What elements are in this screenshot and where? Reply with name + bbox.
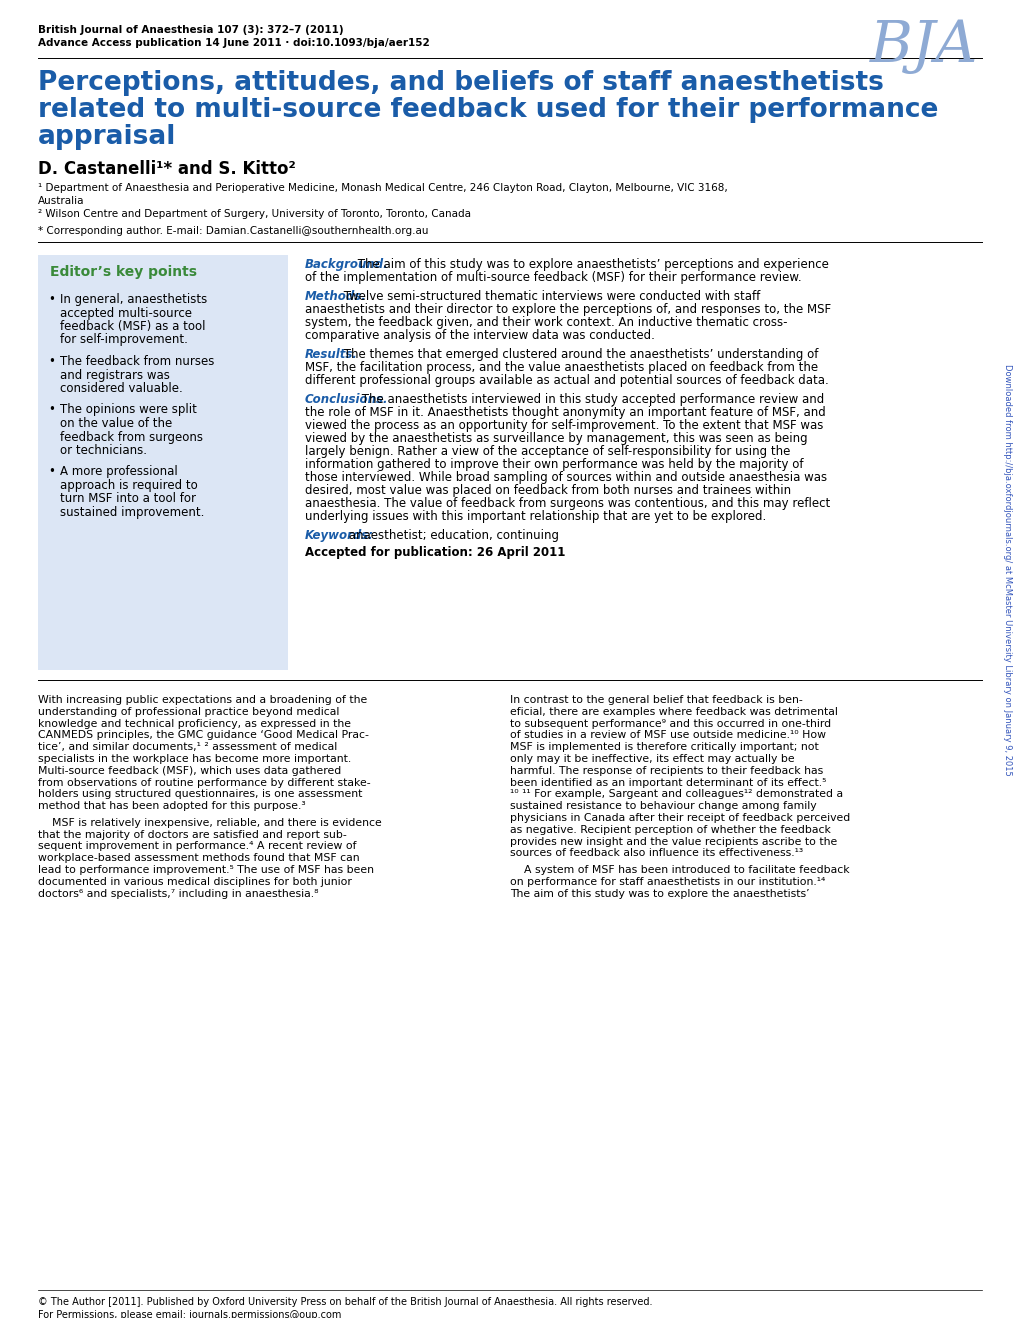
Text: different professional groups available as actual and potential sources of feedb: different professional groups available … <box>305 374 828 387</box>
Text: * Corresponding author. E-mail: Damian.Castanelli@southernhealth.org.au: * Corresponding author. E-mail: Damian.C… <box>38 225 428 236</box>
Text: the role of MSF in it. Anaesthetists thought anonymity an important feature of M: the role of MSF in it. Anaesthetists tho… <box>305 406 825 419</box>
Text: eficial, there are examples where feedback was detrimental: eficial, there are examples where feedba… <box>510 706 837 717</box>
Text: underlying issues with this important relationship that are yet to be explored.: underlying issues with this important re… <box>305 510 765 523</box>
Text: Accepted for publication: 26 April 2011: Accepted for publication: 26 April 2011 <box>305 546 565 559</box>
Text: D. Castanelli¹* and S. Kitto²: D. Castanelli¹* and S. Kitto² <box>38 159 296 178</box>
Text: •: • <box>48 403 55 416</box>
Text: from observations of routine performance by different stake-: from observations of routine performance… <box>38 778 370 788</box>
Text: With increasing public expectations and a broadening of the: With increasing public expectations and … <box>38 695 367 705</box>
Text: viewed the process as an opportunity for self-improvement. To the extent that MS: viewed the process as an opportunity for… <box>305 419 822 432</box>
Text: that the majority of doctors are satisfied and report sub-: that the majority of doctors are satisfi… <box>38 829 346 840</box>
Text: on performance for staff anaesthetists in our institution.¹⁴: on performance for staff anaesthetists i… <box>510 876 824 887</box>
Text: Australia: Australia <box>38 196 85 206</box>
Text: system, the feedback given, and their work context. An inductive thematic cross-: system, the feedback given, and their wo… <box>305 316 787 330</box>
Text: workplace-based assessment methods found that MSF can: workplace-based assessment methods found… <box>38 853 360 863</box>
Text: MSF, the facilitation process, and the value anaesthetists placed on feedback fr: MSF, the facilitation process, and the v… <box>305 361 817 374</box>
Text: ¹⁰ ¹¹ For example, Sargeant and colleagues¹² demonstrated a: ¹⁰ ¹¹ For example, Sargeant and colleagu… <box>510 789 843 800</box>
Text: anaesthetist; education, continuing: anaesthetist; education, continuing <box>344 529 558 542</box>
Text: British Journal of Anaesthesia 107 (3): 372–7 (2011): British Journal of Anaesthesia 107 (3): … <box>38 25 343 36</box>
Text: sustained resistance to behaviour change among family: sustained resistance to behaviour change… <box>510 801 816 811</box>
Text: as negative. Recipient perception of whether the feedback: as negative. Recipient perception of whe… <box>510 825 830 834</box>
Text: provides new insight and the value recipients ascribe to the: provides new insight and the value recip… <box>510 837 837 846</box>
Text: ¹ Department of Anaesthesia and Perioperative Medicine, Monash Medical Centre, 2: ¹ Department of Anaesthesia and Perioper… <box>38 183 727 192</box>
Text: Multi-source feedback (MSF), which uses data gathered: Multi-source feedback (MSF), which uses … <box>38 766 341 776</box>
Text: information gathered to improve their own performance was held by the majority o: information gathered to improve their ow… <box>305 457 803 471</box>
Text: understanding of professional practice beyond medical: understanding of professional practice b… <box>38 706 339 717</box>
Text: documented in various medical disciplines for both junior: documented in various medical discipline… <box>38 876 352 887</box>
Text: and registrars was: and registrars was <box>60 369 170 381</box>
Text: A more professional: A more professional <box>60 465 177 478</box>
Text: Conclusions.: Conclusions. <box>305 393 388 406</box>
Text: The aim of this study was to explore anaesthetists’ perceptions and experience: The aim of this study was to explore ana… <box>354 258 827 272</box>
Text: BJA: BJA <box>869 18 977 75</box>
Text: knowledge and technical proficiency, as expressed in the: knowledge and technical proficiency, as … <box>38 718 351 729</box>
Text: sources of feedback also influence its effectiveness.¹³: sources of feedback also influence its e… <box>510 849 802 858</box>
Text: approach is required to: approach is required to <box>60 478 198 492</box>
Text: to subsequent performance⁹ and this occurred in one-third: to subsequent performance⁹ and this occu… <box>510 718 830 729</box>
Text: Background.: Background. <box>305 258 388 272</box>
Text: harmful. The response of recipients to their feedback has: harmful. The response of recipients to t… <box>510 766 822 776</box>
Text: specialists in the workplace has become more important.: specialists in the workplace has become … <box>38 754 351 764</box>
Text: Perceptions, attitudes, and beliefs of staff anaesthetists: Perceptions, attitudes, and beliefs of s… <box>38 70 883 96</box>
Text: on the value of the: on the value of the <box>60 416 172 430</box>
Text: largely benign. Rather a view of the acceptance of self-responsibility for using: largely benign. Rather a view of the acc… <box>305 445 790 457</box>
Text: feedback (MSF) as a tool: feedback (MSF) as a tool <box>60 320 205 333</box>
Text: The anaesthetists interviewed in this study accepted performance review and: The anaesthetists interviewed in this st… <box>358 393 823 406</box>
Text: anaesthetists and their director to explore the perceptions of, and responses to: anaesthetists and their director to expl… <box>305 303 830 316</box>
Text: In contrast to the general belief that feedback is ben-: In contrast to the general belief that f… <box>510 695 802 705</box>
Text: holders using structured questionnaires, is one assessment: holders using structured questionnaires,… <box>38 789 362 800</box>
Text: only may it be ineffective, its effect may actually be: only may it be ineffective, its effect m… <box>510 754 794 764</box>
Text: © The Author [2011]. Published by Oxford University Press on behalf of the Briti: © The Author [2011]. Published by Oxford… <box>38 1297 652 1307</box>
Text: Editor’s key points: Editor’s key points <box>50 265 197 279</box>
Text: sustained improvement.: sustained improvement. <box>60 506 204 519</box>
Text: tice’, and similar documents,¹ ² assessment of medical: tice’, and similar documents,¹ ² assessm… <box>38 742 337 753</box>
Text: •: • <box>48 465 55 478</box>
Text: In general, anaesthetists: In general, anaesthetists <box>60 293 207 306</box>
Text: The feedback from nurses: The feedback from nurses <box>60 355 214 368</box>
Text: doctors⁶ and specialists,⁷ including in anaesthesia.⁸: doctors⁶ and specialists,⁷ including in … <box>38 888 318 899</box>
Text: The opinions were split: The opinions were split <box>60 403 197 416</box>
Text: The themes that emerged clustered around the anaesthetists’ understanding of: The themes that emerged clustered around… <box>340 348 818 361</box>
Bar <box>38 254 287 670</box>
Text: anaesthesia. The value of feedback from surgeons was contentious, and this may r: anaesthesia. The value of feedback from … <box>305 497 829 510</box>
Text: Results.: Results. <box>305 348 358 361</box>
Text: MSF is implemented is therefore critically important; not: MSF is implemented is therefore critical… <box>510 742 818 753</box>
Text: of studies in a review of MSF use outside medicine.¹⁰ How: of studies in a review of MSF use outsid… <box>510 730 825 741</box>
Text: For Permissions, please email: journals.permissions@oup.com: For Permissions, please email: journals.… <box>38 1310 341 1318</box>
Text: comparative analysis of the interview data was conducted.: comparative analysis of the interview da… <box>305 330 654 341</box>
Text: CANMEDS principles, the GMC guidance ‘Good Medical Prac-: CANMEDS principles, the GMC guidance ‘Go… <box>38 730 369 741</box>
Text: Downloaded from http://bja.oxfordjournals.org/ at McMaster University Library on: Downloaded from http://bja.oxfordjournal… <box>1003 364 1012 776</box>
Text: appraisal: appraisal <box>38 124 176 150</box>
Text: A system of MSF has been introduced to facilitate feedback: A system of MSF has been introduced to f… <box>510 865 849 875</box>
Text: Keywords:: Keywords: <box>305 529 374 542</box>
Text: Advance Access publication 14 June 2011 · doi:10.1093/bja/aer152: Advance Access publication 14 June 2011 … <box>38 38 429 47</box>
Text: those interviewed. While broad sampling of sources within and outside anaesthesi: those interviewed. While broad sampling … <box>305 471 826 484</box>
Text: or technicians.: or technicians. <box>60 444 147 457</box>
Text: considered valuable.: considered valuable. <box>60 382 182 395</box>
Text: sequent improvement in performance.⁴ A recent review of: sequent improvement in performance.⁴ A r… <box>38 841 357 851</box>
Text: feedback from surgeons: feedback from surgeons <box>60 431 203 443</box>
Text: of the implementation of multi-source feedback (MSF) for their performance revie: of the implementation of multi-source fe… <box>305 272 801 283</box>
Text: The aim of this study was to explore the anaesthetists’: The aim of this study was to explore the… <box>510 888 809 899</box>
Text: lead to performance improvement.⁵ The use of MSF has been: lead to performance improvement.⁵ The us… <box>38 865 374 875</box>
Text: accepted multi-source: accepted multi-source <box>60 307 192 319</box>
Text: method that has been adopted for this purpose.³: method that has been adopted for this pu… <box>38 801 306 811</box>
Text: desired, most value was placed on feedback from both nurses and trainees within: desired, most value was placed on feedba… <box>305 484 791 497</box>
Text: viewed by the anaesthetists as surveillance by management, this was seen as bein: viewed by the anaesthetists as surveilla… <box>305 432 807 445</box>
Text: MSF is relatively inexpensive, reliable, and there is evidence: MSF is relatively inexpensive, reliable,… <box>38 817 381 828</box>
Text: ² Wilson Centre and Department of Surgery, University of Toronto, Toronto, Canad: ² Wilson Centre and Department of Surger… <box>38 210 471 219</box>
Text: Twelve semi-structured thematic interviews were conducted with staff: Twelve semi-structured thematic intervie… <box>340 290 760 303</box>
Text: •: • <box>48 355 55 368</box>
Text: Methods.: Methods. <box>305 290 367 303</box>
Text: •: • <box>48 293 55 306</box>
Text: physicians in Canada after their receipt of feedback perceived: physicians in Canada after their receipt… <box>510 813 850 822</box>
Text: for self-improvement.: for self-improvement. <box>60 333 187 347</box>
Text: related to multi-source feedback used for their performance: related to multi-source feedback used fo… <box>38 98 937 123</box>
Text: been identified as an important determinant of its effect.⁵: been identified as an important determin… <box>510 778 825 788</box>
Text: turn MSF into a tool for: turn MSF into a tool for <box>60 493 196 506</box>
